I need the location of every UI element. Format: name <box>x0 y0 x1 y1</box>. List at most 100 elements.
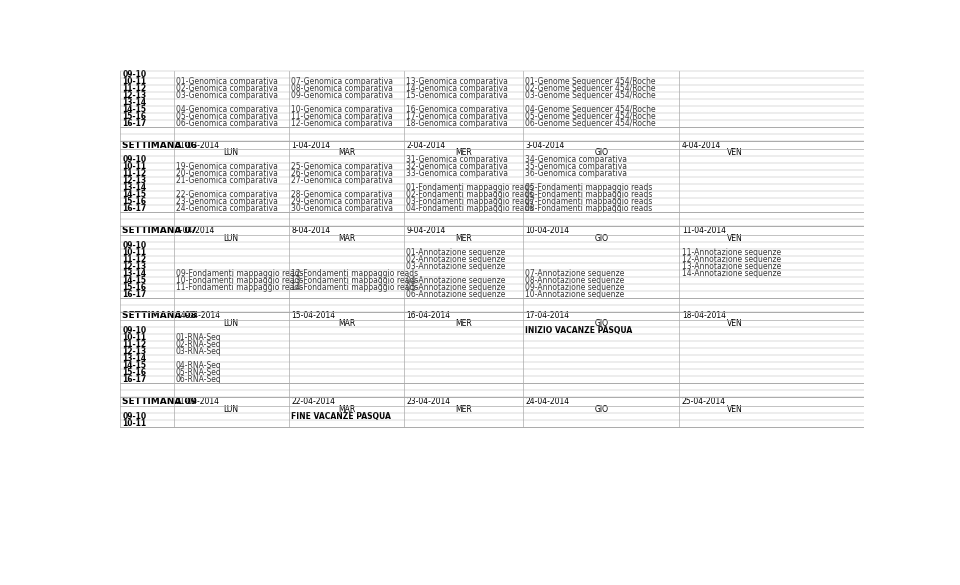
Text: 09-10: 09-10 <box>122 411 146 421</box>
Text: 12-Annotazione sequenze: 12-Annotazione sequenze <box>682 255 780 264</box>
Text: 13-Genomica comparativa: 13-Genomica comparativa <box>406 77 508 86</box>
Text: 10-Fondamenti mappaggio reads: 10-Fondamenti mappaggio reads <box>176 276 303 285</box>
Text: 05-RNA-Seq: 05-RNA-Seq <box>176 368 222 377</box>
Text: 10-11: 10-11 <box>122 333 146 342</box>
Text: 06-Genomica comparativa: 06-Genomica comparativa <box>176 119 277 128</box>
Text: GIO: GIO <box>594 234 609 243</box>
Text: 09-Fondamenti mappaggio reads: 09-Fondamenti mappaggio reads <box>176 269 303 278</box>
Text: 23-04-2014: 23-04-2014 <box>406 397 450 406</box>
Text: 14-15: 14-15 <box>122 361 146 370</box>
Text: 33-Genomica comparativa: 33-Genomica comparativa <box>406 170 509 178</box>
Text: 15-Genomica comparativa: 15-Genomica comparativa <box>406 91 508 100</box>
Text: 11-Annotazione sequenze: 11-Annotazione sequenze <box>682 248 780 257</box>
Text: 01-Genomica comparativa: 01-Genomica comparativa <box>176 77 277 86</box>
Text: 11-Fondamenti mappaggio reads: 11-Fondamenti mappaggio reads <box>176 283 303 292</box>
Text: 13-14: 13-14 <box>122 354 146 363</box>
Text: FINE VACANZE PASQUA: FINE VACANZE PASQUA <box>291 411 391 421</box>
Text: 14-15: 14-15 <box>122 190 146 199</box>
Text: 05-Annotazione sequenze: 05-Annotazione sequenze <box>406 283 506 292</box>
Text: 2-04-2014: 2-04-2014 <box>406 141 445 150</box>
Text: 12-13: 12-13 <box>122 177 146 185</box>
Text: 12-13: 12-13 <box>122 91 146 100</box>
Text: 02-Genomica comparativa: 02-Genomica comparativa <box>176 84 277 93</box>
Text: LUN: LUN <box>224 149 239 157</box>
Text: 04-Genome Sequencer 454/Roche: 04-Genome Sequencer 454/Roche <box>525 105 656 114</box>
Text: 12-Genomica comparativa: 12-Genomica comparativa <box>291 119 393 128</box>
Text: 02-Genome Sequencer 454/Roche: 02-Genome Sequencer 454/Roche <box>525 84 656 93</box>
Text: 09-10: 09-10 <box>122 156 146 164</box>
Text: VEN: VEN <box>727 319 742 328</box>
Text: 05-Genomica comparativa: 05-Genomica comparativa <box>176 112 277 121</box>
Text: 09-10: 09-10 <box>122 241 146 250</box>
Text: 02-Annotazione sequenze: 02-Annotazione sequenze <box>406 255 506 264</box>
Text: 22-Genomica comparativa: 22-Genomica comparativa <box>176 190 277 199</box>
Text: 21-04-2014: 21-04-2014 <box>176 397 220 406</box>
Text: 24-04-2014: 24-04-2014 <box>525 397 569 406</box>
Text: 25-Genomica comparativa: 25-Genomica comparativa <box>291 163 393 171</box>
Text: LUN: LUN <box>224 319 239 328</box>
Text: MER: MER <box>455 405 472 414</box>
Text: 02-Fondamenti mappaggio reads: 02-Fondamenti mappaggio reads <box>406 190 534 199</box>
Text: 06-Genome Sequencer 454/Roche: 06-Genome Sequencer 454/Roche <box>525 119 656 128</box>
Text: GIO: GIO <box>594 319 609 328</box>
Text: 10-04-2014: 10-04-2014 <box>525 226 569 235</box>
Text: 08-Genomica comparativa: 08-Genomica comparativa <box>291 84 393 93</box>
Text: 09-Annotazione sequenze: 09-Annotazione sequenze <box>525 283 625 292</box>
Text: MAR: MAR <box>338 405 355 414</box>
Text: SETTIMANA 08: SETTIMANA 08 <box>122 311 197 321</box>
Text: 01-Fondamenti mappaggio reads: 01-Fondamenti mappaggio reads <box>406 183 534 192</box>
Text: MAR: MAR <box>338 149 355 157</box>
Text: MER: MER <box>455 319 472 328</box>
Text: 14-Annotazione sequenze: 14-Annotazione sequenze <box>682 269 781 278</box>
Text: 11-12: 11-12 <box>122 340 146 349</box>
Text: 14-Fondamenti mappaggio reads: 14-Fondamenti mappaggio reads <box>291 283 419 292</box>
Text: 05-Fondamenti mappaggio reads: 05-Fondamenti mappaggio reads <box>525 183 653 192</box>
Text: 15-04-2014: 15-04-2014 <box>291 311 335 321</box>
Text: 32-Genomica comparativa: 32-Genomica comparativa <box>406 163 508 171</box>
Text: 11-12: 11-12 <box>122 84 146 93</box>
Text: 13-14: 13-14 <box>122 269 146 278</box>
Text: 16-04-2014: 16-04-2014 <box>406 311 450 321</box>
Text: 07-Fondamenti mappaggio reads: 07-Fondamenti mappaggio reads <box>525 197 653 207</box>
Text: 06-Annotazione sequenze: 06-Annotazione sequenze <box>406 290 506 299</box>
Text: 16-17: 16-17 <box>122 290 147 299</box>
Text: 23-Genomica comparativa: 23-Genomica comparativa <box>176 197 277 207</box>
Text: 10-11: 10-11 <box>122 163 146 171</box>
Text: 03-Genomica comparativa: 03-Genomica comparativa <box>176 91 277 100</box>
Text: 04-RNA-Seq: 04-RNA-Seq <box>176 361 222 370</box>
Text: 15-16: 15-16 <box>122 283 146 292</box>
Text: MAR: MAR <box>338 234 355 243</box>
Text: 04-Annotazione sequenze: 04-Annotazione sequenze <box>406 276 506 285</box>
Text: INIZIO VACANZE PASQUA: INIZIO VACANZE PASQUA <box>525 326 633 335</box>
Text: 1-04-2014: 1-04-2014 <box>291 141 330 150</box>
Text: 08-Fondamenti mappaggio reads: 08-Fondamenti mappaggio reads <box>525 204 653 214</box>
Text: 16-17: 16-17 <box>122 204 147 214</box>
Text: 30-Genomica comparativa: 30-Genomica comparativa <box>291 204 394 214</box>
Text: 14-15: 14-15 <box>122 276 146 285</box>
Text: 09-10: 09-10 <box>122 326 146 335</box>
Text: GIO: GIO <box>594 405 609 414</box>
Text: 31-03-2014: 31-03-2014 <box>176 141 220 150</box>
Text: 29-Genomica comparativa: 29-Genomica comparativa <box>291 197 393 207</box>
Text: 01-Genome Sequencer 454/Roche: 01-Genome Sequencer 454/Roche <box>525 77 656 86</box>
Text: MER: MER <box>455 149 472 157</box>
Text: SETTIMANA 07: SETTIMANA 07 <box>122 226 197 235</box>
Text: 17-Genomica comparativa: 17-Genomica comparativa <box>406 112 508 121</box>
Text: 14-Genomica comparativa: 14-Genomica comparativa <box>406 84 508 93</box>
Text: 34-Genomica comparativa: 34-Genomica comparativa <box>525 156 628 164</box>
Text: 04-Fondamenti mappaggio reads: 04-Fondamenti mappaggio reads <box>406 204 534 214</box>
Text: 01-RNA-Seq: 01-RNA-Seq <box>176 333 222 342</box>
Text: MAR: MAR <box>338 319 355 328</box>
Text: 08-Annotazione sequenze: 08-Annotazione sequenze <box>525 276 625 285</box>
Text: 10-11: 10-11 <box>122 418 146 428</box>
Text: 12-13: 12-13 <box>122 261 146 271</box>
Text: 15-16: 15-16 <box>122 368 146 377</box>
Text: 12-13: 12-13 <box>122 347 146 356</box>
Text: 12-Fondamenti mappaggio reads: 12-Fondamenti mappaggio reads <box>291 269 419 278</box>
Text: 16-17: 16-17 <box>122 119 147 128</box>
Text: 03-Genome Sequencer 454/Roche: 03-Genome Sequencer 454/Roche <box>525 91 656 100</box>
Text: 01-Annotazione sequenze: 01-Annotazione sequenze <box>406 248 506 257</box>
Text: 35-Genomica comparativa: 35-Genomica comparativa <box>525 163 628 171</box>
Text: 06-Fondamenti mappaggio reads: 06-Fondamenti mappaggio reads <box>525 190 653 199</box>
Text: 15-16: 15-16 <box>122 197 146 207</box>
